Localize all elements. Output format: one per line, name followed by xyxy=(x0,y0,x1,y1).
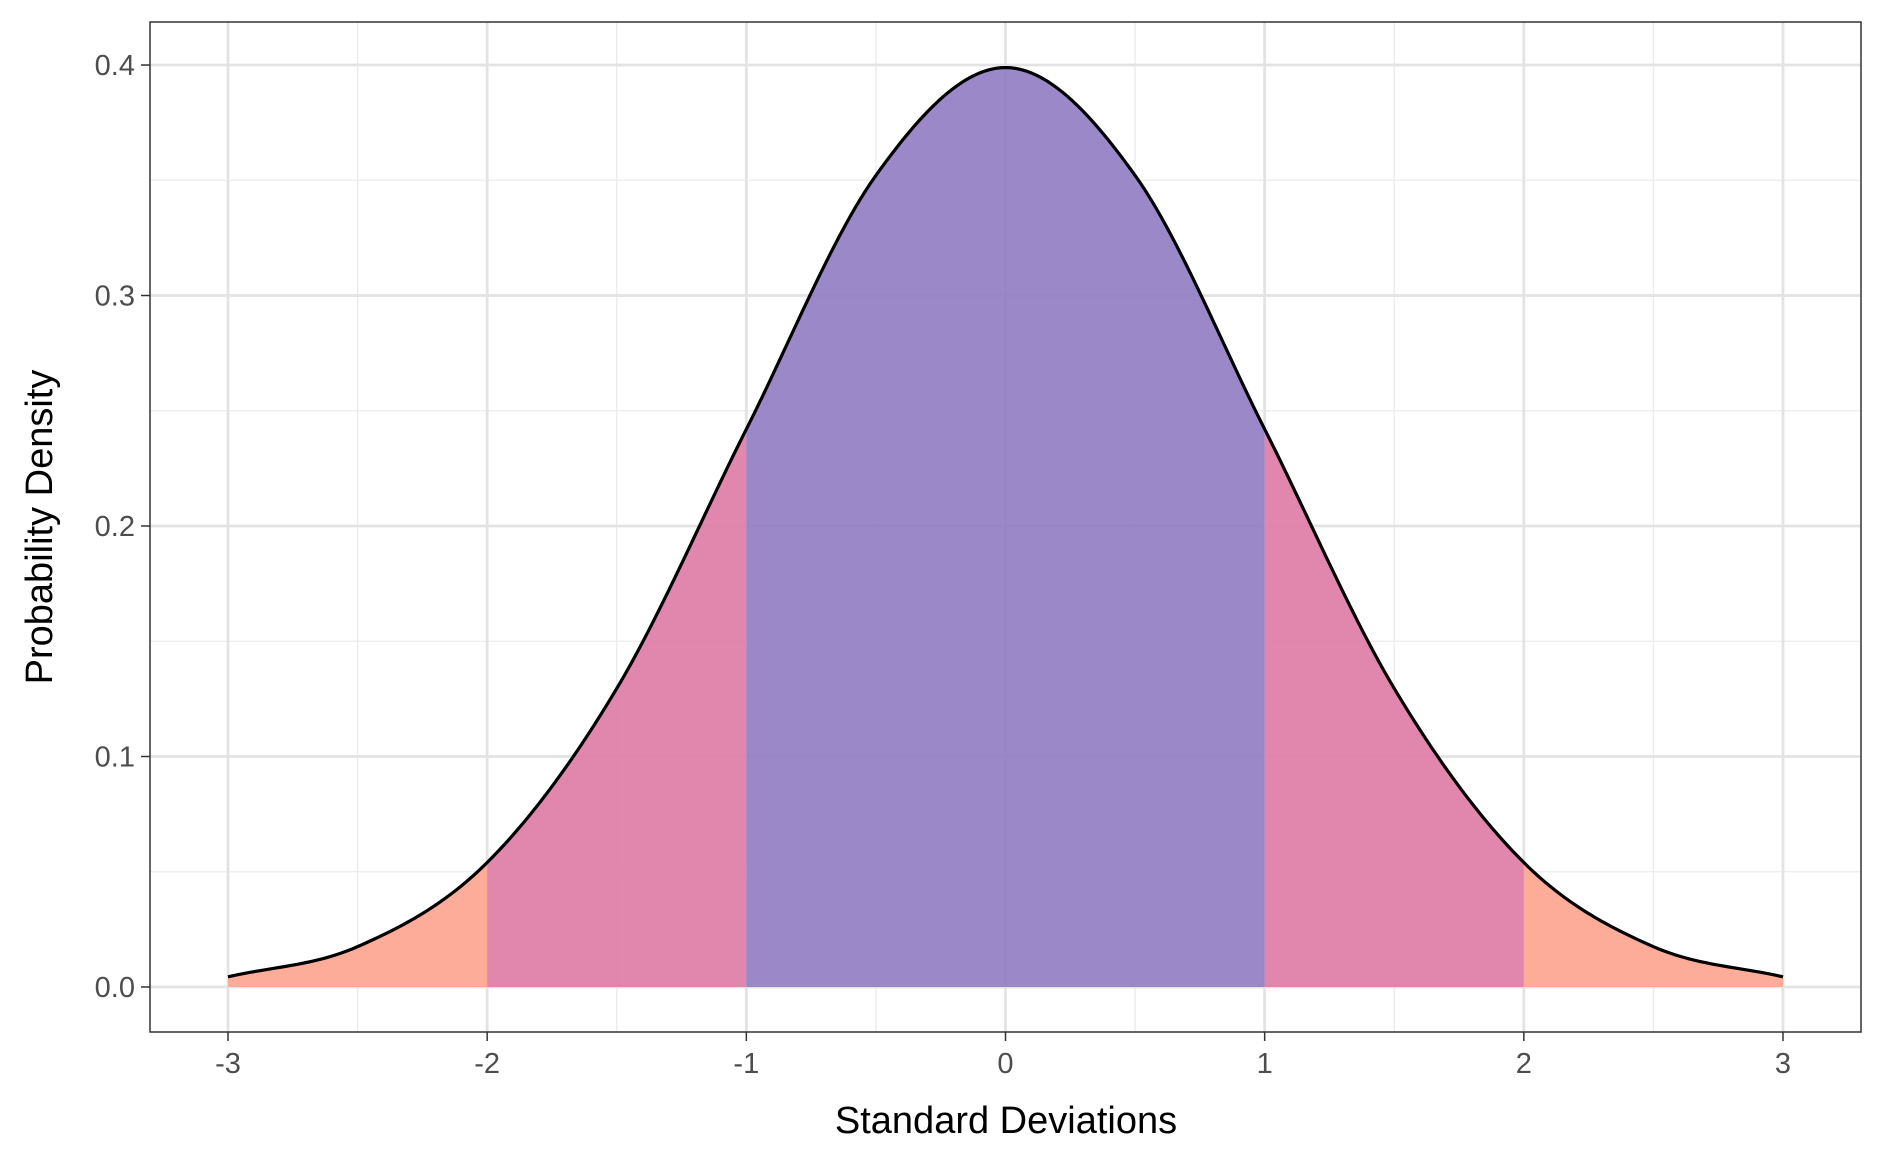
x-tick-label: 2 xyxy=(1516,1048,1532,1080)
density-band-5 xyxy=(1523,862,1783,987)
y-tick-label: 0.4 xyxy=(95,50,135,82)
density-band-2 xyxy=(487,429,747,987)
x-tick-label: -1 xyxy=(733,1048,759,1080)
x-tick-label: -2 xyxy=(474,1048,500,1080)
y-tick-label: 0.1 xyxy=(95,742,135,774)
x-tick-label: 3 xyxy=(1775,1048,1791,1080)
density-curve xyxy=(227,65,1784,979)
y-axis-title: Probability Density xyxy=(19,370,61,685)
y-tick-label: 0.2 xyxy=(95,511,135,543)
density-bands xyxy=(228,67,1783,988)
density-band-1 xyxy=(228,862,488,987)
density-curve-layer xyxy=(227,65,1784,979)
y-axis: 0.0 0.1 0.2 0.3 0.4 xyxy=(95,50,150,1004)
density-band-4 xyxy=(1264,429,1524,987)
x-axis: -3 -2 -1 0 1 2 3 xyxy=(215,1032,1791,1080)
x-tick-label: -3 xyxy=(215,1048,241,1080)
density-band-3 xyxy=(746,67,1265,988)
y-tick-label: 0.0 xyxy=(95,972,135,1004)
x-axis-title: Standard Deviations xyxy=(835,1100,1177,1142)
x-tick-label: 1 xyxy=(1257,1048,1273,1080)
x-tick-label: 0 xyxy=(997,1048,1013,1080)
y-tick-label: 0.3 xyxy=(95,281,135,313)
